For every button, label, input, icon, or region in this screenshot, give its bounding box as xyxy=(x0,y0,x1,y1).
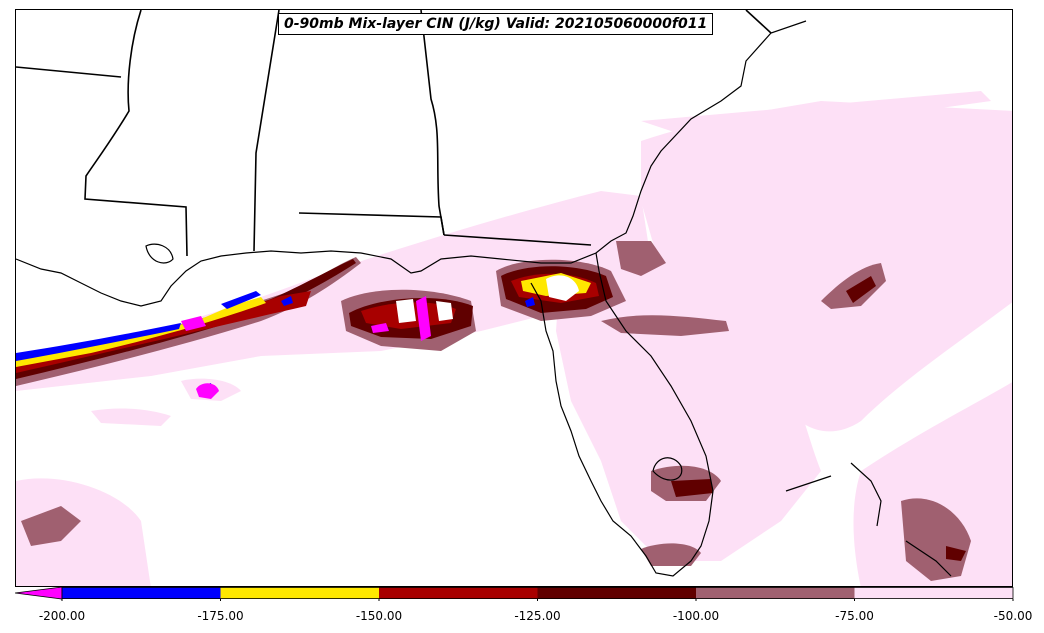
cin-clear-cells xyxy=(396,275,579,323)
cin-map xyxy=(16,10,1012,586)
colorbar-segment xyxy=(537,587,696,599)
colorbar-outline xyxy=(61,587,1014,599)
map-panel xyxy=(15,9,1013,587)
colorbar-segment xyxy=(220,587,379,599)
colorbar-segment xyxy=(696,587,855,599)
colorbar-tick-label: -100.00 xyxy=(672,609,720,623)
colorbar-tick-label: -50.00 xyxy=(993,609,1033,623)
colorbar-segment xyxy=(62,587,221,599)
colorbar-extend-arrow xyxy=(15,587,63,600)
state-boundaries xyxy=(16,10,772,257)
colorbar-segment xyxy=(854,587,1013,599)
colorbar-tick-label: -200.00 xyxy=(38,609,86,623)
colorbar-segment xyxy=(379,587,538,599)
colorbar-tick-label: -175.00 xyxy=(197,609,244,623)
map-title: 0-90mb Mix-layer CIN (J/kg) Valid: 20210… xyxy=(278,13,714,35)
colorbar-tick-label: -150.00 xyxy=(355,609,403,623)
coastline xyxy=(16,20,952,577)
colorbar xyxy=(15,587,1014,601)
colorbar-tick-label: -125.00 xyxy=(514,609,561,623)
colorbar-tick-label: -75.00 xyxy=(835,609,874,623)
cin-magenta-shading xyxy=(181,296,431,399)
